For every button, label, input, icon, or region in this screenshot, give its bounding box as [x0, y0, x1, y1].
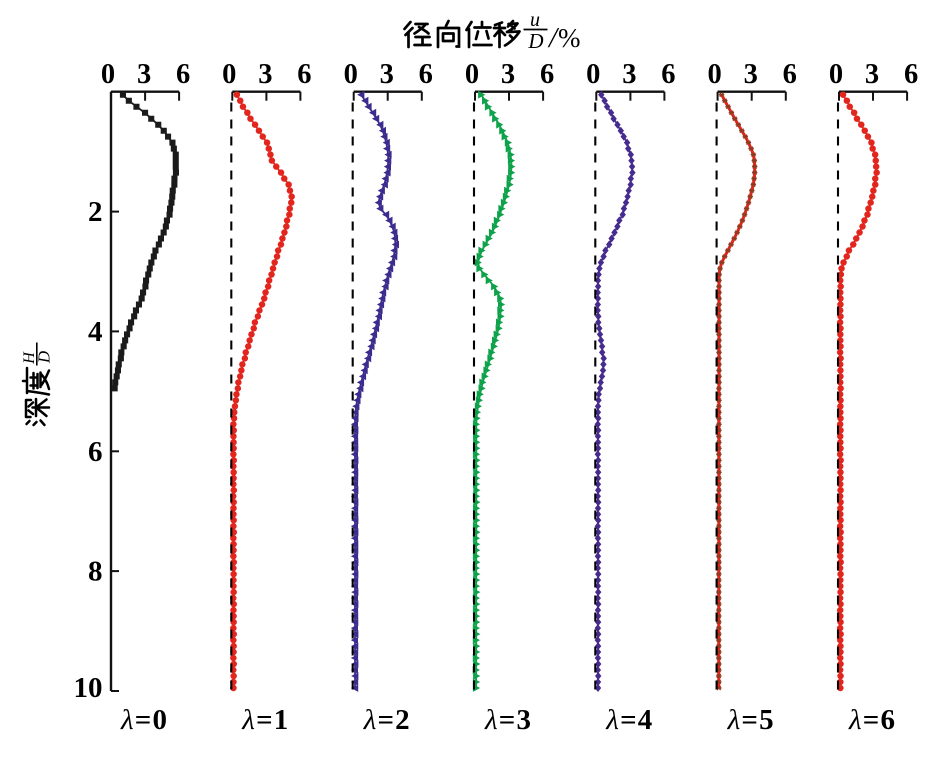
svg-text:3: 3 [501, 59, 515, 90]
svg-text:0: 0 [829, 59, 843, 90]
svg-text:3: 3 [258, 59, 272, 90]
svg-text:D: D [527, 29, 543, 53]
svg-text:0: 0 [222, 59, 236, 90]
svg-text:/: / [547, 22, 560, 54]
svg-text:6: 6 [540, 59, 554, 90]
svg-text:3: 3 [744, 59, 758, 90]
svg-text:λ=6: λ=6 [848, 704, 896, 736]
svg-text:0: 0 [586, 59, 600, 90]
svg-text:3: 3 [622, 59, 636, 90]
svg-text:6: 6 [297, 59, 311, 90]
svg-text:λ=4: λ=4 [605, 704, 653, 736]
svg-text:D: D [35, 350, 54, 364]
svg-text:u: u [530, 9, 540, 31]
svg-text:0: 0 [707, 59, 721, 90]
svg-text:H: H [21, 351, 38, 365]
svg-text:6: 6 [176, 59, 190, 90]
svg-text:λ=3: λ=3 [484, 704, 532, 736]
svg-text:6: 6 [419, 59, 433, 90]
svg-text:λ=0: λ=0 [120, 704, 168, 736]
svg-text:8: 8 [88, 556, 103, 588]
svg-text:4: 4 [88, 316, 103, 348]
svg-text:3: 3 [380, 59, 394, 90]
svg-text:10: 10 [74, 672, 103, 704]
svg-text:2: 2 [88, 196, 103, 228]
svg-text:0: 0 [465, 59, 479, 90]
svg-text:3: 3 [865, 59, 879, 90]
svg-text:0: 0 [344, 59, 358, 90]
svg-text:6: 6 [904, 59, 918, 90]
svg-text:0: 0 [101, 59, 115, 90]
svg-text:λ=2: λ=2 [363, 704, 411, 736]
svg-text:6: 6 [88, 436, 103, 468]
svg-text:λ=1: λ=1 [241, 704, 289, 736]
svg-text:6: 6 [783, 59, 797, 90]
svg-text:%: % [558, 23, 581, 53]
svg-text:λ=5: λ=5 [727, 704, 775, 736]
svg-text:6: 6 [661, 59, 675, 90]
svg-text:3: 3 [137, 59, 151, 90]
